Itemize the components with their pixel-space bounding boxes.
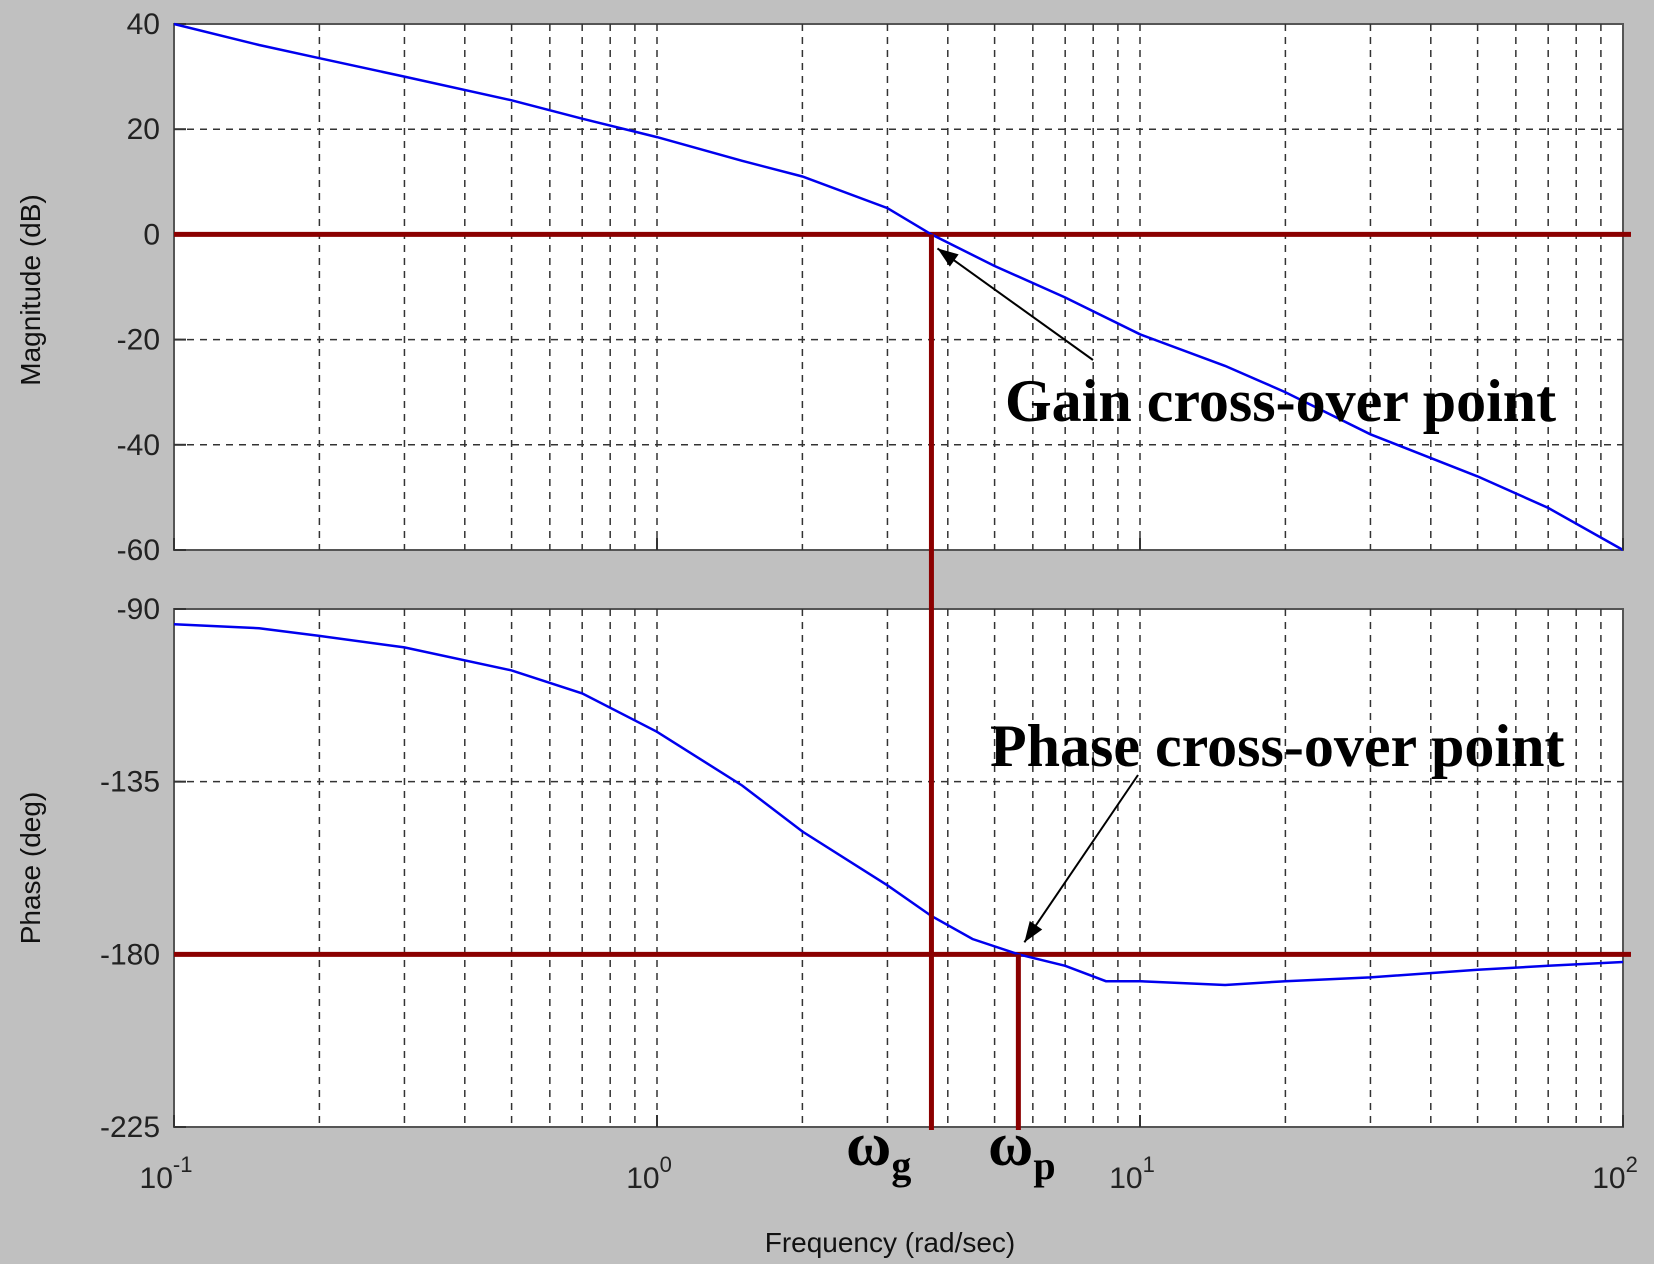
magnitude-y-ticks: 40 20 0 -20 -40 -60 <box>117 8 186 567</box>
phase-y-tick-label: -180 <box>100 938 160 971</box>
magnitude-plot-area <box>173 23 1624 551</box>
phase-arrow-head <box>1024 920 1043 943</box>
magnitude-y-tick-label: -60 <box>117 534 160 567</box>
x-tick-exponent: 2 <box>1626 1152 1638 1177</box>
phase-series <box>173 623 1624 987</box>
crossover-lines <box>928 234 1021 1130</box>
magnitude-series <box>173 22 1624 552</box>
annotations: Gain cross-over point Phase cross-over p… <box>936 247 1564 943</box>
x-tick-base: 10 <box>1592 1162 1625 1195</box>
x-tick-exponent: 0 <box>660 1152 672 1177</box>
gain-crossover-label: Gain cross-over point <box>1005 368 1556 434</box>
magnitude-y-tick-label: 20 <box>127 113 160 146</box>
magnitude-grid <box>174 24 1623 550</box>
phase-y-ticks: -90 -135 -180 -225 <box>100 593 186 1144</box>
phase-y-axis-label: Phase (deg) <box>15 792 46 945</box>
x-tick-label: 101 <box>1109 1152 1155 1195</box>
magnitude-y-tick-label: 40 <box>127 8 160 41</box>
annotation-arrows <box>936 247 1139 943</box>
phase-panel: -90 -135 -180 -225 Phase (deg) <box>15 593 1631 1144</box>
phase-grid <box>174 609 1623 1127</box>
omega-g-symbol: ω <box>846 1111 891 1179</box>
gain-arrow-shaft <box>936 247 1094 361</box>
phase-y-tick-label: -135 <box>100 766 160 799</box>
x-tick-exponent: -1 <box>173 1152 193 1177</box>
x-axis-ticks: 10-1 100 101 102 <box>140 538 1638 1195</box>
omega-g-subscript: g <box>891 1143 911 1188</box>
magnitude-panel: 40 20 0 -20 -40 -60 Magnitude (dB) <box>15 8 1631 567</box>
phase-plot-area <box>173 608 1624 1128</box>
phase-y-tick-label: -90 <box>117 593 160 626</box>
phase-crossover-label: Phase cross-over point <box>990 713 1564 779</box>
phase-series-line <box>173 623 1624 987</box>
phase-arrow-shaft <box>1023 774 1139 943</box>
phase-y-tick-label: -225 <box>100 1111 160 1144</box>
magnitude-series-line <box>173 22 1624 552</box>
magnitude-y-tick-label: -20 <box>117 324 160 357</box>
omega-p-subscript: p <box>1033 1143 1055 1188</box>
omega-g-marker: ωg <box>846 1111 911 1188</box>
x-axis-label: Frequency (rad/sec) <box>765 1227 1016 1258</box>
magnitude-y-axis-label: Magnitude (dB) <box>15 194 46 385</box>
x-tick-label: 10-1 <box>140 1152 193 1195</box>
x-tick-base: 10 <box>140 1162 173 1195</box>
x-tick-label: 100 <box>626 1152 672 1195</box>
magnitude-y-tick-label: 0 <box>143 218 160 251</box>
x-tick-base: 10 <box>1109 1162 1142 1195</box>
x-tick-exponent: 1 <box>1143 1152 1155 1177</box>
omega-p-symbol: ω <box>988 1111 1033 1179</box>
magnitude-y-tick-label: -40 <box>117 429 160 462</box>
gain-arrow-head <box>937 248 959 267</box>
x-tick-label: 102 <box>1592 1152 1638 1195</box>
x-tick-base: 10 <box>626 1162 659 1195</box>
omega-p-marker: ωp <box>988 1111 1056 1188</box>
omega-markers: ωg ωp <box>846 1111 1056 1188</box>
